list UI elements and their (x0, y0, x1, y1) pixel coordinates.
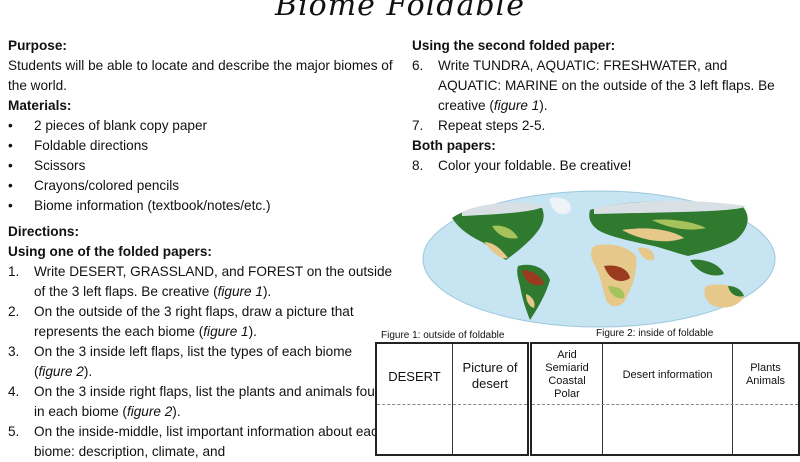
australia-forest (728, 286, 744, 297)
figure2-types-list: Arid Semiarid Coastal Polar (545, 349, 589, 400)
list-item: • Scissors (8, 158, 86, 173)
using-first-heading: Using one of the folded papers: (8, 244, 212, 259)
left-column: Purpose: Students will be able to locate… (8, 36, 393, 462)
south-america-desert (526, 294, 535, 308)
figure2-right-label: Plants Animals (745, 362, 786, 387)
figure2-middle-label: Desert information (622, 369, 713, 381)
step-item: 7. Repeat steps 2-5. (412, 118, 546, 133)
north-america-desert (484, 242, 508, 259)
step-item: 1. Write DESERT, GRASSLAND, and FOREST on… (8, 264, 393, 299)
step-item: 8. Color your foldable. Be creative! (412, 158, 632, 173)
eurasia-shape (589, 201, 748, 256)
figure1-desert-label: DESERT (388, 369, 441, 384)
fold-line (377, 404, 527, 405)
southeast-asia-shape (690, 259, 724, 276)
asia-desert (622, 228, 684, 242)
step-item: 5. On the inside-middle, list important i… (8, 424, 386, 459)
second-paper-heading: Using the second folded paper: (412, 38, 616, 53)
asia-grassland (652, 219, 706, 230)
steps-list: 1. Write DESERT, GRASSLAND, and FOREST on… (8, 262, 393, 462)
materials-heading: Materials: (8, 98, 72, 113)
north-america-tundra (462, 202, 544, 216)
fold-line (452, 344, 453, 454)
both-papers-heading: Both papers: (412, 138, 496, 153)
list-item: • 2 pieces of blank copy paper (8, 118, 208, 133)
africa-grassland (608, 286, 625, 299)
page-title: Biome Foldable (275, 0, 525, 23)
fold-line (732, 344, 733, 454)
eurasia-tundra (594, 200, 746, 214)
north-america-grassland (492, 225, 518, 239)
greenland-shape (550, 197, 571, 215)
purpose-text: Students will be able to locate and desc… (8, 58, 393, 93)
south-america-rainforest (522, 270, 544, 286)
fold-line (602, 344, 603, 454)
fold-line (532, 404, 798, 405)
figure1-foldable: DESERT Picture of desert (375, 342, 529, 456)
materials-list: • 2 pieces of blank copy paper • Foldable … (8, 116, 393, 216)
africa-rainforest (604, 265, 630, 282)
list-item: • Biome information (textbook/notes/etc.) (8, 198, 271, 213)
purpose-heading: Purpose: (8, 38, 67, 53)
south-america-shape (517, 264, 550, 320)
step-item: 2. On the outside of the 3 right flaps, d… (8, 304, 354, 339)
figure1-picture-label: Picture of desert (462, 360, 518, 391)
list-item: • Foldable directions (8, 138, 149, 153)
figure2-foldable: Arid Semiarid Coastal Polar Desert infor… (530, 342, 800, 456)
right-column: Using the second folded paper: 6. Write T… (412, 36, 792, 176)
step-item: 3. On the 3 inside left flaps, list the t… (8, 344, 353, 379)
figure2-caption: Figure 2: inside of foldable (596, 328, 714, 339)
figure1-caption: Figure 1: outside of foldable (381, 330, 505, 341)
world-biome-map (422, 190, 776, 328)
step-item: 6. Write TUNDRA, AQUATIC: FRESHWATER, and… (412, 58, 775, 113)
step-item: 4. On the 3 inside right flaps, list the … (8, 384, 390, 419)
arabia-shape (638, 247, 655, 261)
directions-heading: Directions: (8, 224, 80, 239)
list-item: • Crayons/colored pencils (8, 178, 180, 193)
